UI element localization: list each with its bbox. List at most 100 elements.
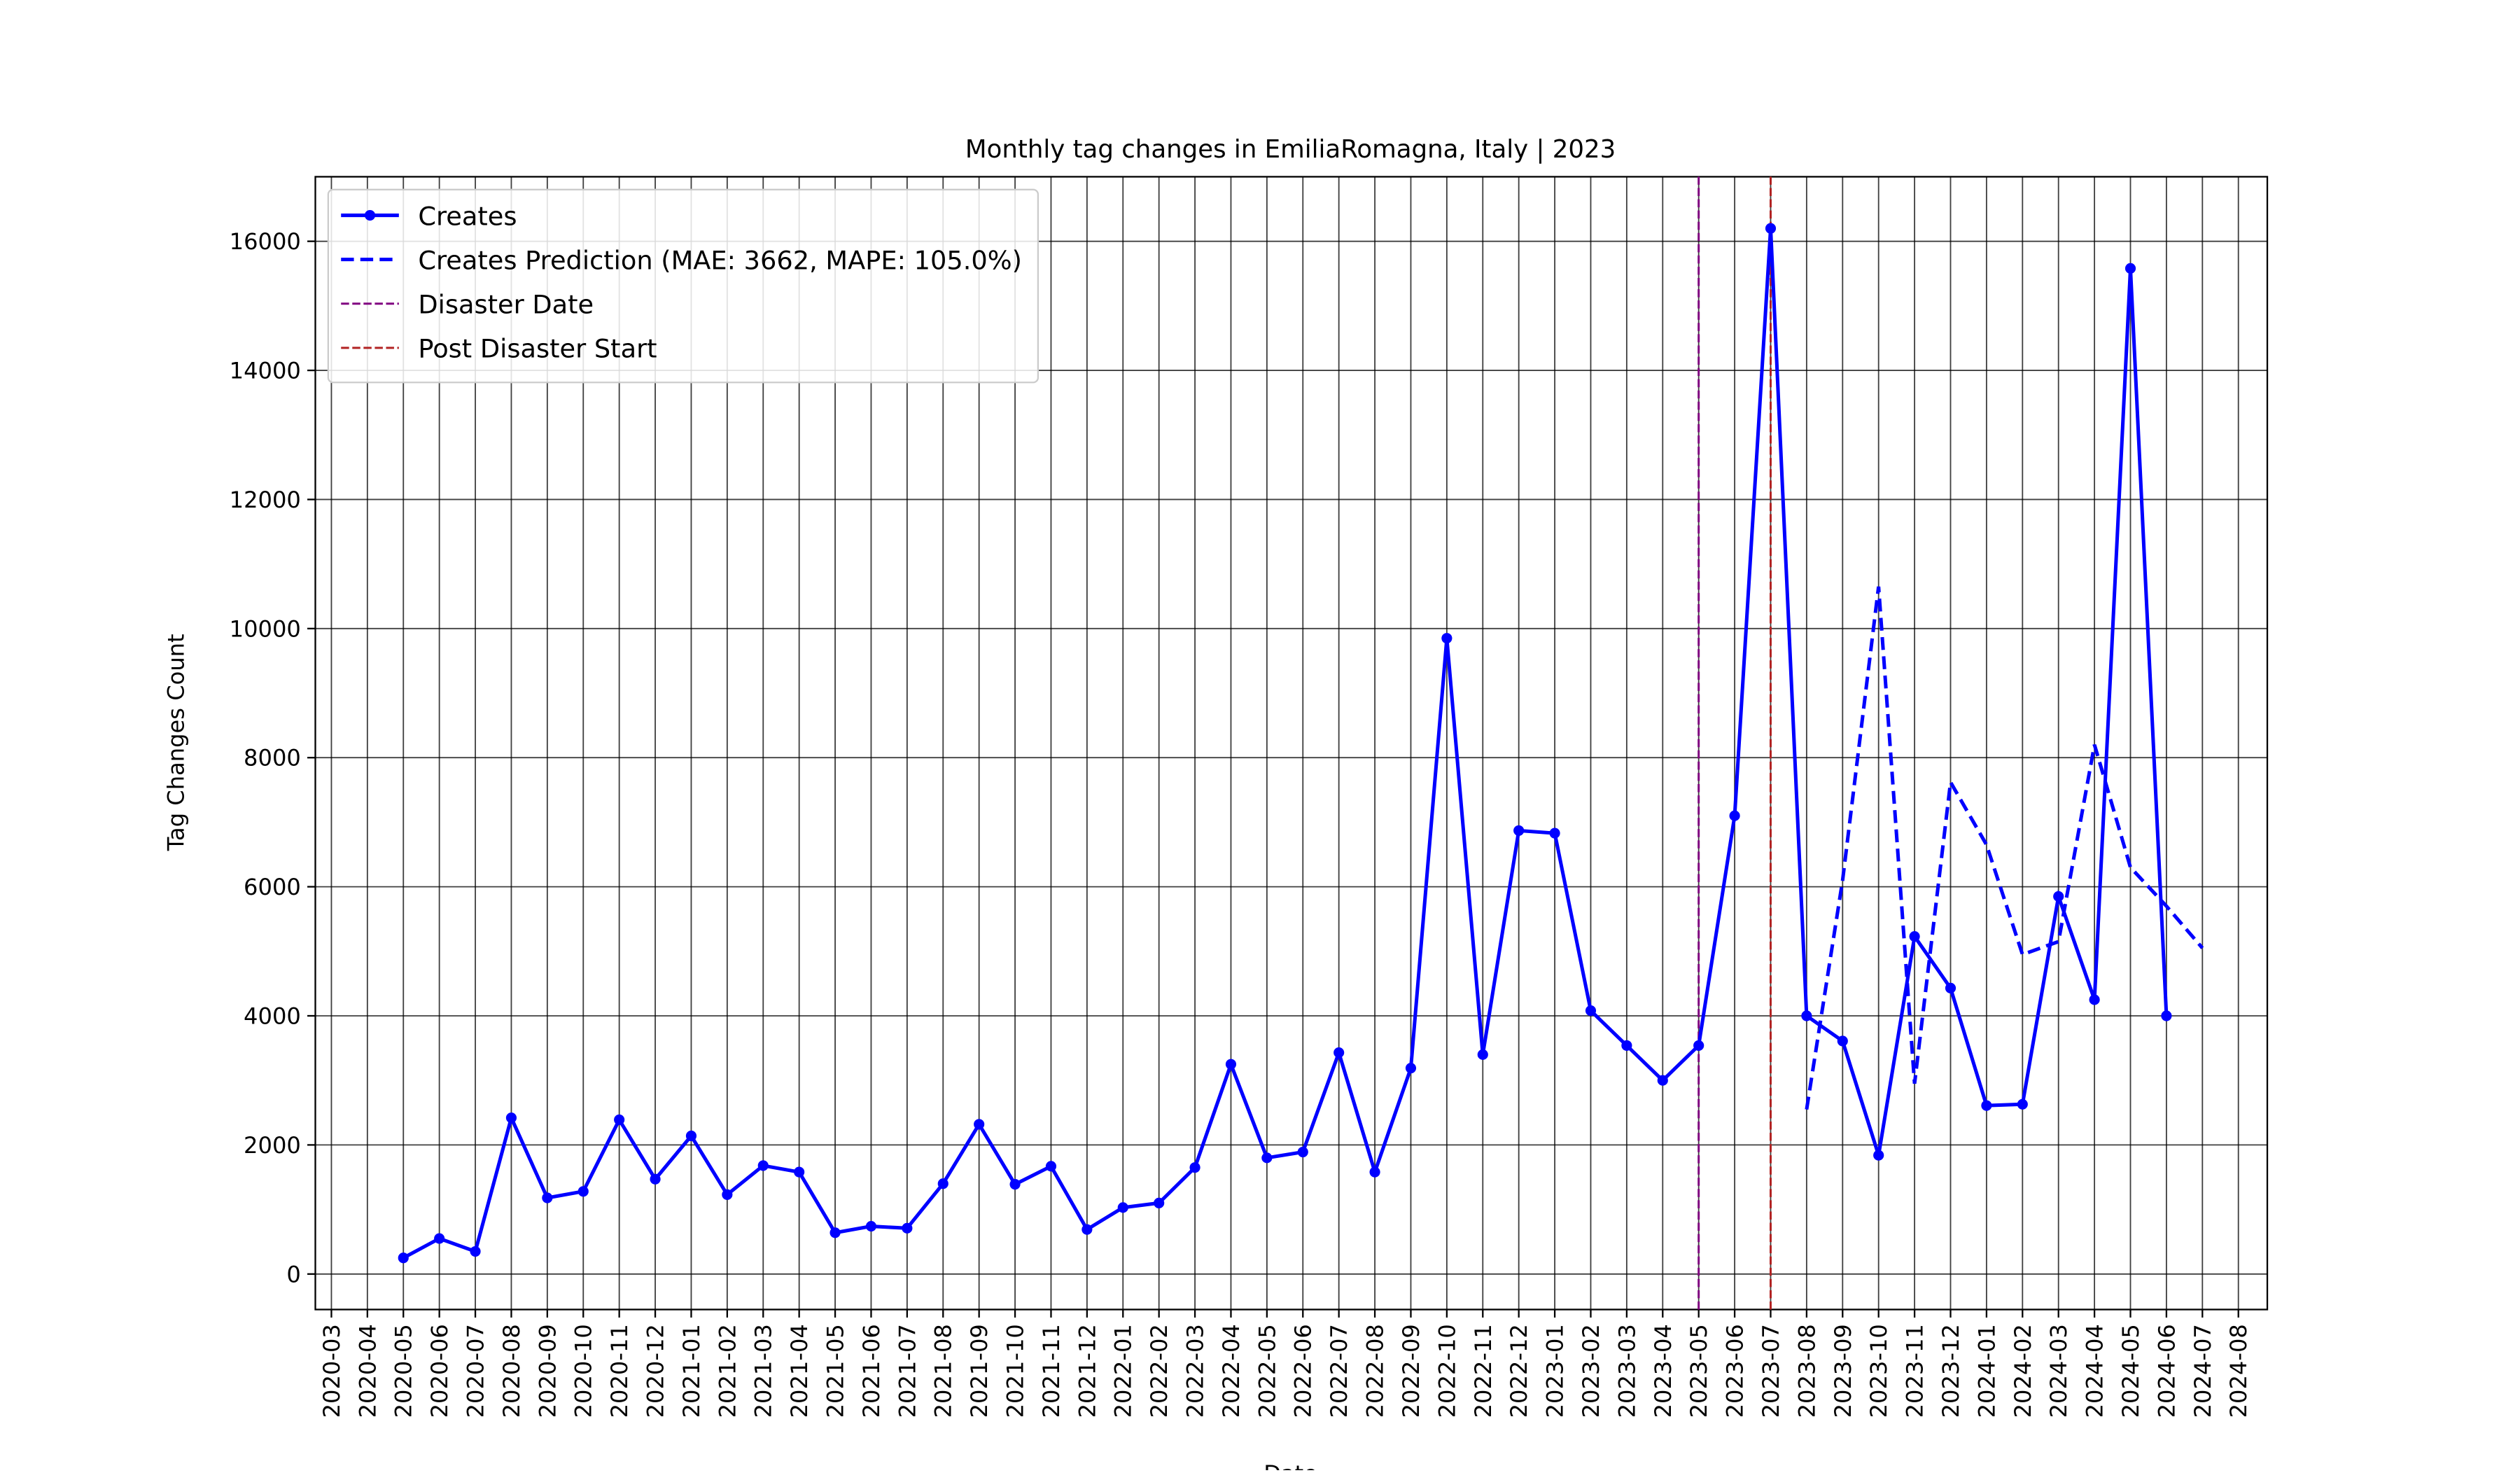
x-tick-label: 2020-06 — [426, 1324, 453, 1418]
legend-label: Post Disaster Start — [418, 334, 657, 364]
data-point — [1334, 1047, 1345, 1059]
plot-frame — [314, 176, 2269, 1311]
x-tick-label: 2020-12 — [643, 1324, 669, 1418]
x-tick-label: 2022-06 — [1290, 1324, 1317, 1418]
data-point — [434, 1233, 445, 1244]
x-tick-label: 2023-06 — [1722, 1324, 1749, 1418]
data-point — [2053, 891, 2064, 902]
data-point — [2089, 994, 2100, 1005]
y-tick-label: 8000 — [244, 745, 301, 772]
data-point — [1765, 223, 1777, 234]
x-tick-label: 2020-10 — [570, 1324, 597, 1418]
data-point — [1045, 1161, 1057, 1172]
x-tick-label: 2021-11 — [1038, 1324, 1065, 1418]
data-point — [1693, 1040, 1704, 1051]
data-point — [1154, 1197, 1165, 1208]
data-point — [542, 1192, 553, 1203]
data-point — [1945, 982, 1956, 993]
x-tick-label: 2021-06 — [858, 1324, 885, 1418]
x-tick-label: 2023-01 — [1542, 1324, 1569, 1418]
x-tick-label: 2020-03 — [318, 1324, 345, 1418]
x-tick-label: 2023-08 — [1793, 1324, 1820, 1418]
data-point — [1585, 1005, 1597, 1017]
x-tick-label: 2021-03 — [750, 1324, 777, 1418]
x-tick-label: 2023-09 — [1830, 1324, 1856, 1418]
data-point — [937, 1178, 948, 1189]
y-tick-label: 6000 — [244, 874, 301, 900]
x-tick-label: 2020-09 — [534, 1324, 561, 1418]
x-tick-label: 2020-07 — [463, 1324, 489, 1418]
x-tick-label: 2021-08 — [930, 1324, 957, 1418]
x-tick-label: 2024-02 — [2010, 1324, 2036, 1418]
x-tick-label: 2024-01 — [1973, 1324, 2000, 1418]
data-point — [1477, 1049, 1488, 1060]
data-point — [1189, 1162, 1200, 1173]
x-tick-label: 2022-12 — [1506, 1324, 1532, 1418]
data-point — [1225, 1059, 1237, 1070]
x-tick-label: 2023-03 — [1614, 1324, 1640, 1418]
x-tick-label: 2023-02 — [1578, 1324, 1604, 1418]
x-tick-label: 2024-08 — [2225, 1324, 2252, 1418]
series-line — [402, 228, 2169, 1259]
x-tick-label: 2020-05 — [391, 1324, 417, 1418]
x-tick-label: 2022-04 — [1218, 1324, 1245, 1418]
x-tick-label: 2023-10 — [1865, 1324, 1892, 1418]
data-point — [614, 1114, 625, 1126]
x-tick-label: 2023-11 — [1902, 1324, 1928, 1418]
y-tick-label: 16000 — [230, 228, 301, 255]
x-tick-label: 2023-04 — [1650, 1324, 1676, 1418]
x-tick-label: 2021-02 — [714, 1324, 741, 1418]
x-tick-label: 2024-04 — [2082, 1324, 2108, 1418]
y-axis-label: Tag Changes Count — [162, 634, 189, 851]
data-point — [578, 1186, 589, 1197]
data-point — [398, 1252, 409, 1264]
x-tick-label: 2024-06 — [2153, 1324, 2180, 1418]
data-point — [2161, 1010, 2172, 1021]
data-point — [1801, 1010, 1812, 1021]
data-point — [1117, 1202, 1128, 1213]
data-point — [757, 1160, 769, 1171]
x-tick-label: 2023-12 — [1938, 1324, 1964, 1418]
x-tick-label: 2024-05 — [2118, 1324, 2144, 1418]
data-point — [1873, 1150, 1884, 1161]
x-tick-label: 2022-10 — [1434, 1324, 1460, 1418]
data-point — [1082, 1224, 1093, 1235]
x-tick-label: 2024-07 — [2190, 1324, 2216, 1418]
data-point — [722, 1189, 733, 1200]
data-point — [685, 1130, 697, 1142]
x-tick-label: 2021-04 — [786, 1324, 813, 1418]
series-line — [1805, 586, 2204, 1110]
x-tick-label: 2022-02 — [1146, 1324, 1172, 1418]
data-point — [1261, 1152, 1273, 1164]
data-point — [1549, 828, 1560, 839]
data-point — [830, 1227, 841, 1238]
x-tick-label: 2022-08 — [1362, 1324, 1389, 1418]
data-point — [505, 1112, 517, 1124]
x-tick-label: 2020-11 — [606, 1324, 633, 1418]
y-tick-label: 12000 — [230, 487, 301, 513]
x-axis-label: Date — [1264, 1460, 1317, 1470]
chart-title: Monthly tag changes in EmiliaRomagna, It… — [965, 135, 1616, 164]
x-tick-label: 2021-10 — [1002, 1324, 1029, 1418]
data-point — [1369, 1166, 1380, 1178]
x-tick-label: 2021-01 — [678, 1324, 705, 1418]
data-point — [470, 1245, 481, 1257]
legend-label: Disaster Date — [418, 290, 594, 320]
data-point — [974, 1119, 985, 1130]
legend-marker — [364, 209, 376, 221]
x-tick-label: 2022-05 — [1254, 1324, 1280, 1418]
x-tick-label: 2020-04 — [354, 1324, 381, 1418]
data-point — [902, 1222, 913, 1234]
x-tick-label: 2022-03 — [1182, 1324, 1209, 1418]
x-tick-label: 2022-11 — [1470, 1324, 1497, 1418]
data-point — [650, 1173, 661, 1185]
data-point — [794, 1166, 805, 1178]
y-tick-label: 10000 — [230, 615, 301, 642]
data-point — [1405, 1063, 1417, 1074]
x-tick-label: 2023-05 — [1686, 1324, 1712, 1418]
data-point — [1009, 1179, 1021, 1190]
x-tick-label: 2022-01 — [1110, 1324, 1137, 1418]
x-tick-label: 2021-09 — [966, 1324, 993, 1418]
